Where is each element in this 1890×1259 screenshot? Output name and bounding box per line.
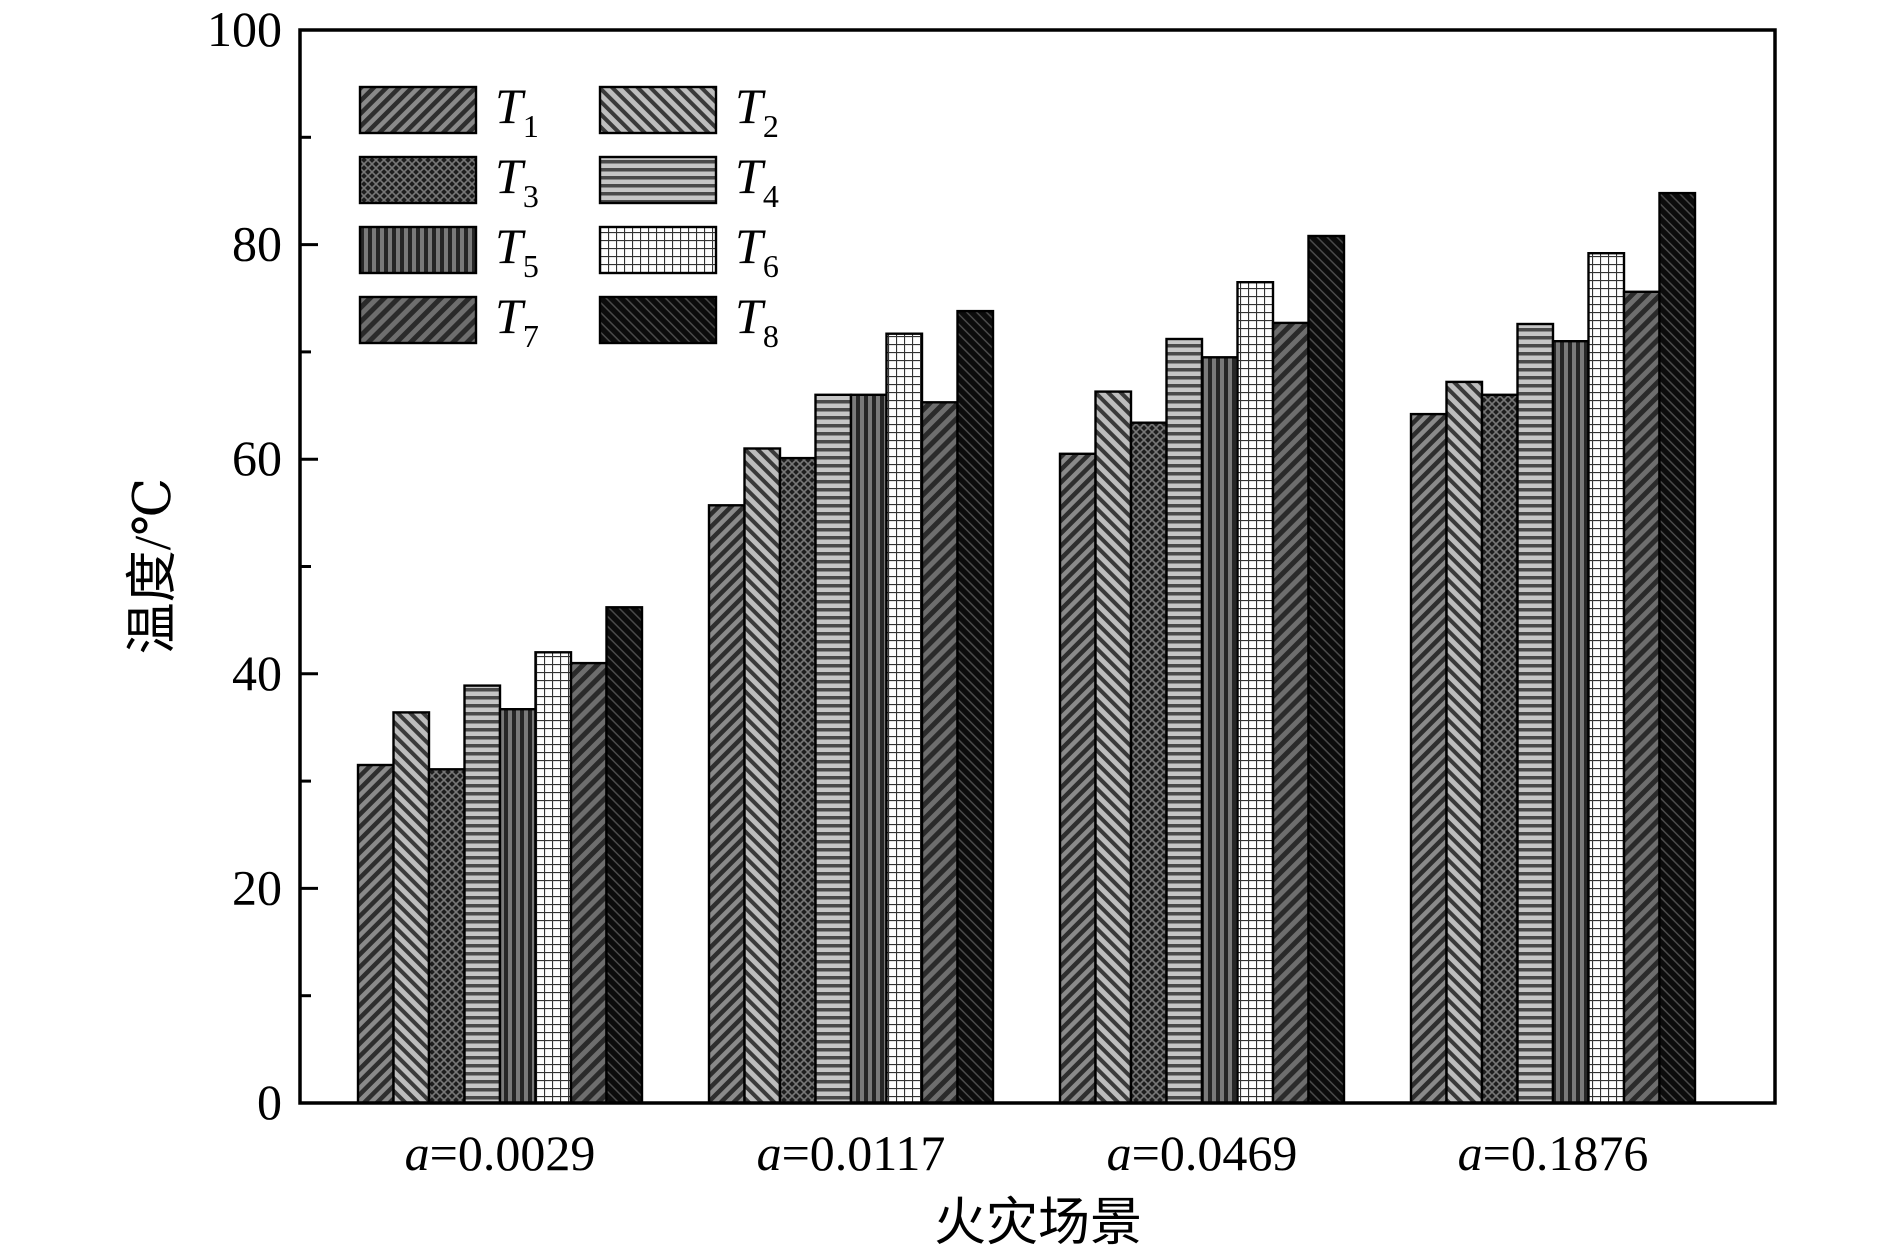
bar-T6-group-4: [1587, 251, 1626, 1105]
bar-T4-group-4: [1516, 322, 1555, 1105]
legend-label-T6: T6: [735, 218, 779, 284]
x-tick-label: a=0.0469: [1107, 1125, 1298, 1181]
y-tick-label: 100: [207, 1, 282, 57]
legend-label-T2: T2: [735, 78, 779, 144]
y-tick-label: 20: [232, 859, 282, 915]
bar-T1-group-2: [707, 504, 746, 1105]
bar-T5-group-3: [1200, 356, 1239, 1105]
bar-T2-group-3: [1094, 390, 1133, 1105]
legend-label-T5: T5: [495, 218, 539, 284]
bar-T5-group-4: [1551, 340, 1590, 1105]
x-axis-title: 火灾场景: [934, 1195, 1142, 1252]
bar-T8-group-3: [1307, 234, 1346, 1105]
bar-T8-group-2: [956, 309, 995, 1105]
bar-T1-group-3: [1058, 452, 1097, 1105]
bar-T3-group-3: [1129, 421, 1168, 1105]
legend-swatch-T5: [358, 225, 478, 275]
y-axis-title: 温度/℃: [125, 478, 182, 655]
bar-T7-group-4: [1622, 290, 1661, 1105]
x-tick-label: a=0.0029: [405, 1125, 596, 1181]
axes-layer: 0 20 40 60 80 100 a=0.0029 a=0.0117 a=0.0469 a=0.…: [125, 1, 1777, 1252]
legend: T1 T2 T3 T4 T5 T6 T7 T8: [358, 78, 779, 354]
bar-T3-group-4: [1480, 393, 1519, 1105]
bar-T6-group-2: [885, 332, 924, 1105]
x-tick-label: a=0.0117: [757, 1125, 946, 1181]
y-tick-label: 80: [232, 216, 282, 272]
legend-swatch-T4: [598, 155, 718, 205]
bar-T6-group-1: [534, 651, 573, 1105]
bar-T3-group-2: [778, 456, 817, 1105]
bar-T2-group-4: [1445, 380, 1484, 1105]
bar-T6-group-3: [1236, 281, 1275, 1105]
y-tick-label: 0: [257, 1074, 282, 1130]
bar-T1-group-1: [356, 763, 395, 1105]
legend-label-T7: T7: [495, 288, 539, 354]
legend-swatch-T8: [598, 295, 718, 345]
legend-swatch-T2: [598, 85, 718, 135]
legend-label-T1: T1: [495, 78, 539, 144]
bar-T8-group-4: [1658, 191, 1697, 1105]
legend-swatch-T1: [358, 85, 478, 135]
legend-swatch-T6: [598, 225, 718, 275]
bar-T8-group-1: [605, 606, 644, 1105]
bar-T2-group-1: [392, 711, 431, 1105]
legend-swatch-T3: [358, 155, 478, 205]
y-tick-label: 60: [232, 430, 282, 486]
bar-T7-group-1: [569, 661, 608, 1105]
y-tick-label: 40: [232, 645, 282, 701]
bars-layer: [356, 191, 1697, 1105]
bar-T4-group-3: [1165, 337, 1204, 1105]
bar-T7-group-2: [920, 401, 959, 1105]
bar-T3-group-1: [427, 768, 466, 1105]
legend-label-T8: T8: [735, 288, 779, 354]
bar-T4-group-1: [463, 684, 502, 1105]
bar-T5-group-2: [849, 393, 888, 1105]
bar-T4-group-2: [814, 393, 853, 1105]
legend-label-T3: T3: [495, 148, 539, 214]
bar-T1-group-4: [1409, 412, 1448, 1105]
bar-T2-group-2: [743, 447, 782, 1105]
x-tick-label: a=0.1876: [1458, 1125, 1649, 1181]
bar-T7-group-3: [1271, 321, 1310, 1105]
bar-T5-group-1: [498, 708, 537, 1105]
legend-label-T4: T4: [735, 148, 779, 214]
legend-swatch-T7: [358, 295, 478, 345]
